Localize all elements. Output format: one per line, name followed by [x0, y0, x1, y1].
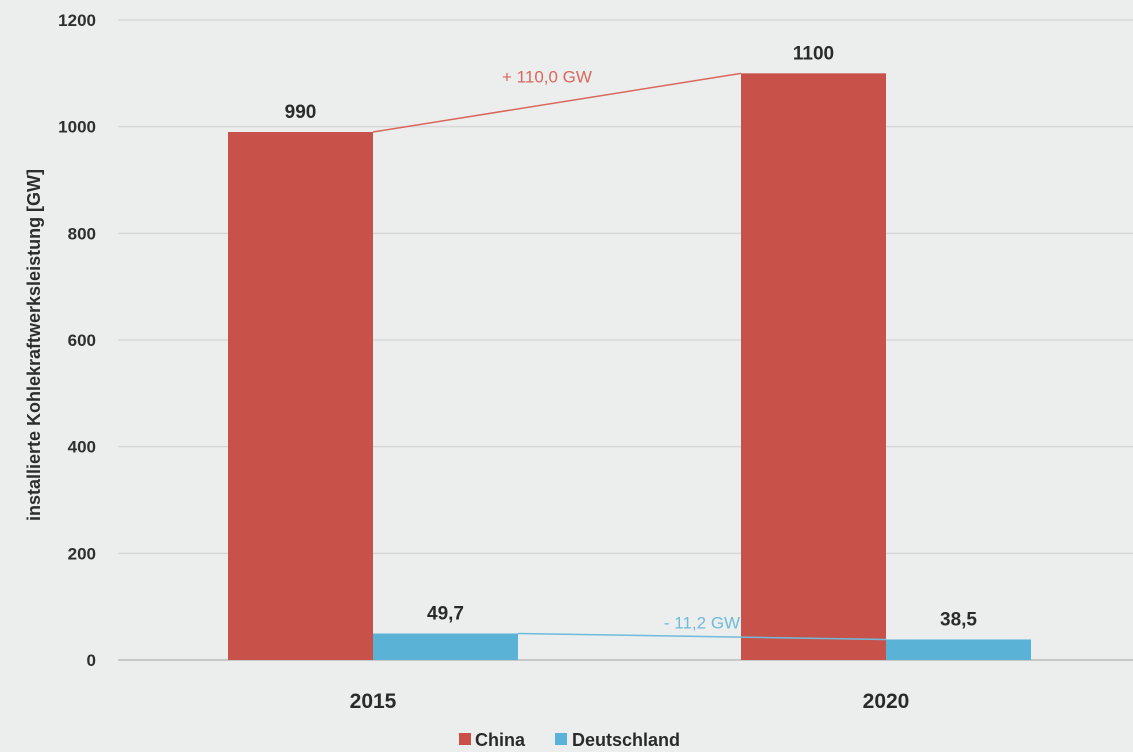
y-axis-title: installierte Kohlekraftwerksleistung [GW… — [24, 169, 44, 521]
legend-swatch-deutschland — [555, 733, 567, 745]
data-labels: 990 49,7 1100 38,5 — [285, 43, 978, 630]
bar-deutschland-2015 — [373, 633, 518, 660]
y-tick-label-1200: 1200 — [58, 11, 96, 30]
legend-label-china: China — [475, 730, 526, 750]
annotations: + 110,0 GW - 11,2 GW — [372, 68, 887, 641]
bar-china-2020 — [741, 73, 886, 661]
y-tick-label-200: 200 — [68, 544, 96, 563]
change-line-deutschland — [517, 632, 887, 641]
y-tick-label-800: 800 — [68, 224, 96, 243]
change-line-china — [372, 72, 742, 133]
x-axis-categories: 2015 2020 — [350, 690, 910, 713]
y-tick-label-0: 0 — [87, 651, 96, 670]
x-category-2020: 2020 — [863, 690, 910, 713]
legend: China Deutschland — [459, 730, 680, 750]
y-tick-label-1000: 1000 — [58, 118, 96, 137]
data-label-china-2020: 1100 — [793, 43, 834, 64]
bars — [228, 73, 1031, 661]
data-label-china-2015: 990 — [285, 102, 317, 123]
bar-china-2015 — [228, 132, 373, 660]
change-annotation-china: + 110,0 GW — [502, 68, 592, 87]
legend-swatch-china — [459, 733, 471, 745]
x-category-2015: 2015 — [350, 690, 397, 713]
data-label-deutschland-2015: 49,7 — [427, 603, 464, 624]
y-axis-ticks: 0 200 400 600 800 1000 1200 — [58, 11, 96, 670]
y-tick-label-600: 600 — [68, 331, 96, 350]
y-tick-label-400: 400 — [68, 438, 96, 457]
data-label-deutschland-2020: 38,5 — [940, 609, 977, 630]
bar-deutschland-2020 — [886, 639, 1031, 660]
change-annotation-deutschland: - 11,2 GW — [664, 613, 740, 632]
legend-label-deutschland: Deutschland — [572, 730, 680, 750]
